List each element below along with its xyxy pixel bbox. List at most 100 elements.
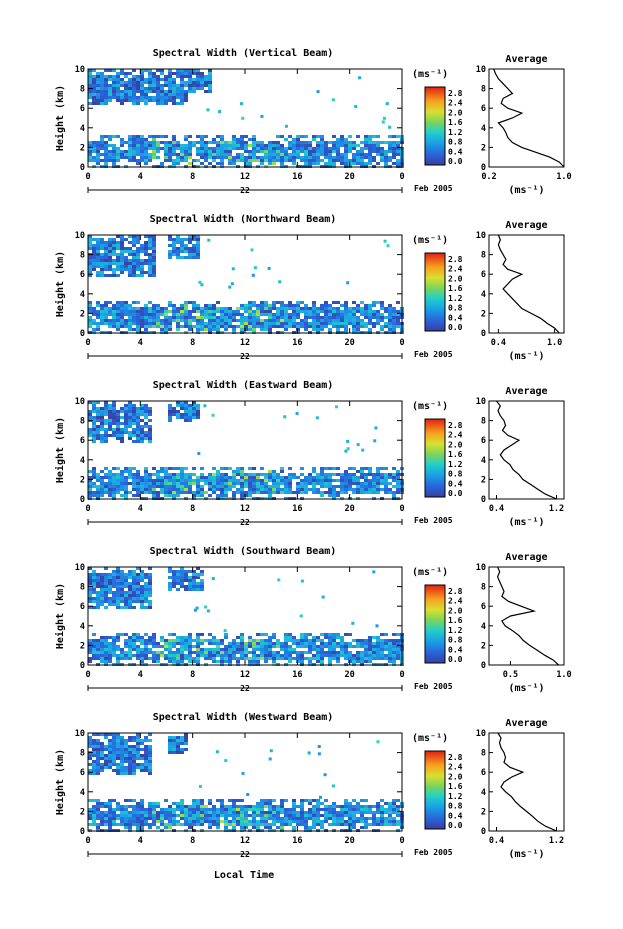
heatmap-cell xyxy=(316,325,320,328)
heatmap-cell xyxy=(132,156,136,159)
heatmap-cell xyxy=(140,404,144,407)
heatmap-cell xyxy=(392,651,396,654)
heatmap-cell xyxy=(212,642,216,645)
heatmap-cell xyxy=(180,144,184,147)
heatmap-cell xyxy=(168,660,172,663)
heatmap-cell xyxy=(116,325,120,328)
heatmap-cell xyxy=(176,413,180,416)
heatmap-cell xyxy=(269,749,273,753)
heatmap-cell xyxy=(188,72,192,75)
avg-frame xyxy=(488,566,565,666)
heatmap-cell xyxy=(168,820,172,823)
heatmap-cell xyxy=(112,757,116,760)
heatmap-cell xyxy=(164,814,168,817)
heatmap-cell xyxy=(372,301,376,304)
heatmap-cell xyxy=(248,636,252,639)
heatmap-cell xyxy=(336,153,340,156)
heatmap-cell xyxy=(288,135,292,138)
heatmap-cell xyxy=(108,301,112,304)
heatmap-cell xyxy=(180,642,184,645)
heatmap-cell xyxy=(308,814,312,817)
heatmap-cell xyxy=(216,651,220,654)
heatmap-cell xyxy=(380,313,384,316)
heatmap-cell xyxy=(148,826,152,829)
heatmap-cell xyxy=(268,805,272,808)
heatmap-cell xyxy=(152,805,156,808)
heatmap-cell xyxy=(192,494,196,497)
heatmap-cell xyxy=(128,437,132,440)
heatmap-cell xyxy=(100,576,104,579)
heatmap-cell xyxy=(100,241,104,244)
heatmap-cell xyxy=(172,660,176,663)
heatmap-cell xyxy=(196,135,200,138)
heatmap-cell xyxy=(180,325,184,328)
heatmap-cell xyxy=(164,817,168,820)
heatmap-cell xyxy=(176,657,180,660)
heatmap-cell xyxy=(352,473,356,476)
heatmap-cell xyxy=(104,310,108,313)
heatmap-cell xyxy=(128,766,132,769)
heatmap-cell xyxy=(144,247,148,250)
heatmap-cell xyxy=(120,434,124,437)
heatmap-cell xyxy=(196,81,200,84)
heatmap-cell xyxy=(144,90,148,93)
heatmap-cell xyxy=(184,99,188,102)
heatmap-cell xyxy=(188,328,192,331)
heatmap-cell xyxy=(176,745,180,748)
heatmap-cell xyxy=(88,479,92,482)
heatmap-cell xyxy=(172,250,176,253)
heatmap-cell xyxy=(196,310,200,313)
heatmap-cell xyxy=(320,304,324,307)
heatmap-cell xyxy=(120,144,124,147)
heatmap-cell xyxy=(168,808,172,811)
heatmap-cell xyxy=(340,488,344,491)
heatmap-cell xyxy=(116,93,120,96)
heatmap-cell xyxy=(356,328,360,331)
heatmap-cell xyxy=(92,268,96,271)
heatmap-cell xyxy=(288,645,292,648)
heatmap-cell xyxy=(332,313,336,316)
heatmap-cell xyxy=(240,645,244,648)
heatmap-cell xyxy=(376,802,380,805)
heatmap-cell xyxy=(180,748,184,751)
colorbar xyxy=(424,584,446,664)
heatmap-cell xyxy=(120,138,124,141)
heatmap-cell xyxy=(148,69,152,72)
avg-profile-line xyxy=(493,68,565,168)
heatmap-cell xyxy=(104,437,108,440)
heatmap-cell xyxy=(140,576,144,579)
heatmap-cell xyxy=(364,823,368,826)
heatmap-cell xyxy=(276,654,280,657)
heatmap-cell xyxy=(120,736,124,739)
heatmap-cell xyxy=(184,90,188,93)
heatmap-cell xyxy=(120,573,124,576)
heatmap-cell xyxy=(312,642,316,645)
heatmap-cell xyxy=(148,81,152,84)
heatmap-cell xyxy=(140,660,144,663)
heatmap-cell xyxy=(120,262,124,265)
heatmap-cell xyxy=(360,156,364,159)
heatmap-cell xyxy=(112,322,116,325)
heatmap-cell xyxy=(244,482,248,485)
heatmap-cell xyxy=(312,307,316,310)
heatmap-cell xyxy=(96,250,100,253)
heatmap-cell xyxy=(128,419,132,422)
heatmap-cell xyxy=(136,102,140,105)
heatmap-cell xyxy=(136,573,140,576)
heatmap-cell xyxy=(100,654,104,657)
heatmap-cell xyxy=(180,799,184,802)
heatmap-cell xyxy=(340,648,344,651)
heatmap-cell xyxy=(208,651,212,654)
heatmap-cell xyxy=(252,488,256,491)
heatmap-cell xyxy=(108,413,112,416)
heatmap-cell xyxy=(264,817,268,820)
heatmap-cell xyxy=(220,651,224,654)
heatmap-cell xyxy=(328,645,332,648)
heatmap-cell xyxy=(328,633,332,636)
heatmap-cell xyxy=(356,322,360,325)
heatmap-cell xyxy=(160,147,164,150)
heatmap-cell xyxy=(92,81,96,84)
heatmap-cell xyxy=(280,823,284,826)
heatmap-cell xyxy=(172,485,176,488)
